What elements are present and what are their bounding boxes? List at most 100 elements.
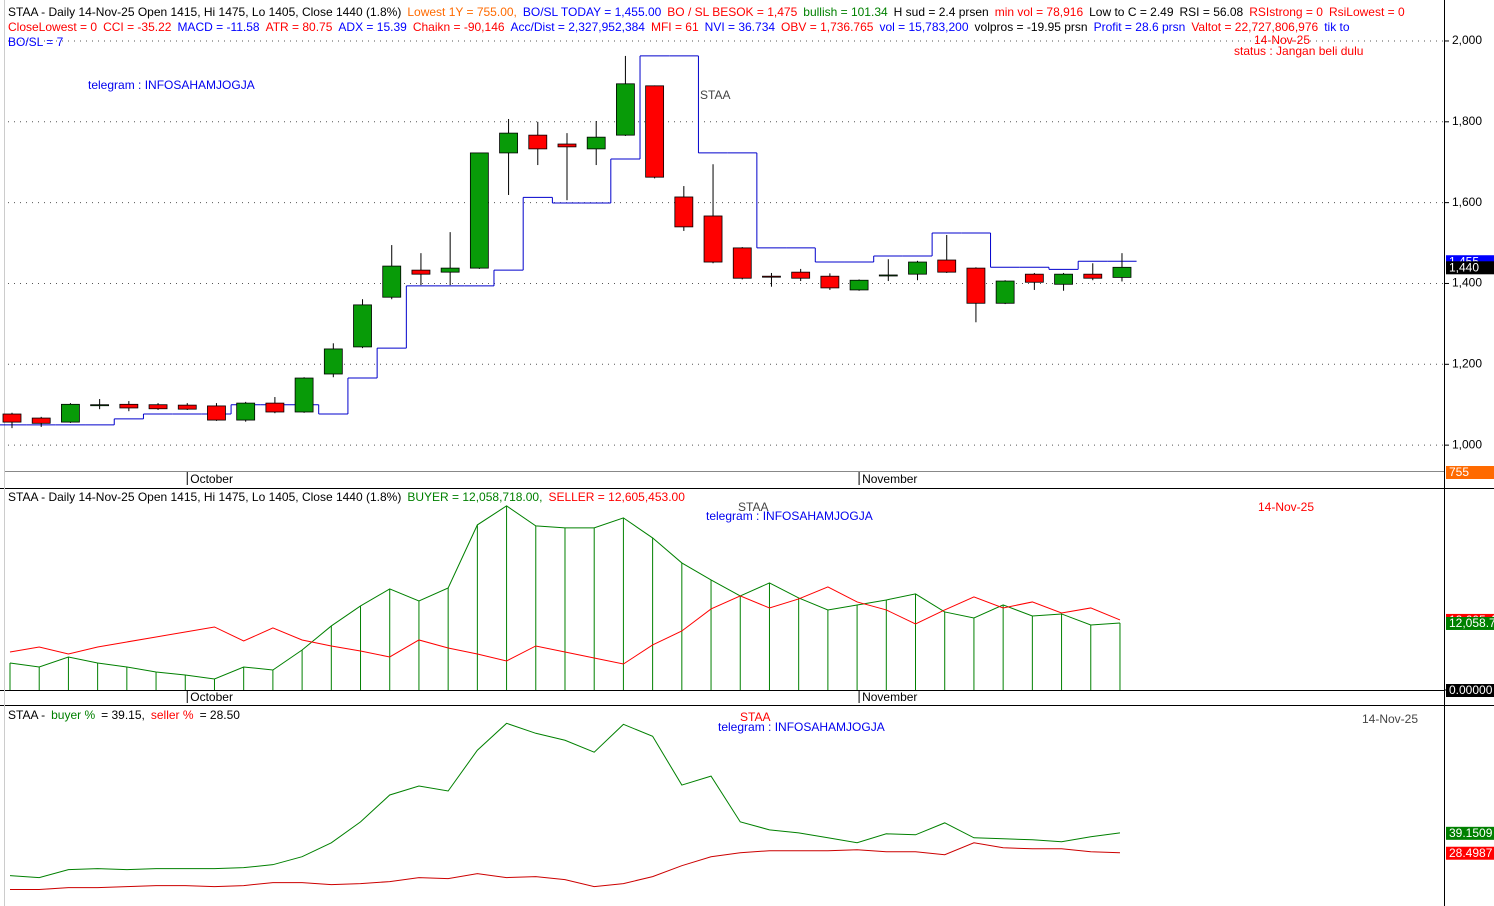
candle-body <box>294 377 314 413</box>
x-tick-label: October <box>190 472 233 486</box>
x-tick-label: November <box>862 690 917 704</box>
candle-body <box>791 271 811 279</box>
y-tick-label: 0.00000 <box>1449 683 1493 697</box>
header-item: OBV = 1,736.765 <box>781 20 874 34</box>
header-item: RsiLowest = 0 <box>1329 5 1405 19</box>
annotation: 14-Nov-25 <box>1254 33 1310 47</box>
candle-body <box>353 304 372 348</box>
candle-body <box>61 403 80 423</box>
annotation: STAA <box>700 88 730 102</box>
x-tick-label: November <box>862 472 917 486</box>
header-item: RSI = 56.08 <box>1180 5 1244 19</box>
candle-body <box>966 267 986 304</box>
candle-body <box>1054 273 1073 285</box>
header-item: BO / SL BESOK = 1,475 <box>667 5 797 19</box>
candle-body <box>908 261 927 275</box>
header-item: CCI = -35.22 <box>103 20 172 34</box>
candle-body <box>148 404 168 410</box>
candle-body <box>995 280 1015 304</box>
header-item: vol = 15,783,200 <box>879 20 968 34</box>
candle-body <box>469 152 489 269</box>
header-item: bullish = 101.34 <box>803 5 888 19</box>
annotation: telegram : INFOSAHAMJOGJA <box>706 509 873 523</box>
header-item: Acc/Dist = 2,327,952,384 <box>511 20 646 34</box>
candle-body <box>323 348 343 375</box>
header-line: STAA - Daily 14-Nov-25 Open 1415, Hi 147… <box>8 490 685 504</box>
header-item: STAA - Daily 14-Nov-25 Open 1415, Hi 147… <box>8 490 401 504</box>
candle-body <box>119 403 139 409</box>
header-item: NVI = 36.734 <box>705 20 776 34</box>
marker-bg <box>1446 826 1494 840</box>
marker-label: 1,440 <box>1449 260 1479 274</box>
marker-bg <box>1446 616 1494 630</box>
y-tick-label: 1,000 <box>1452 437 1482 451</box>
y-tick-label: 1,400 <box>1452 276 1482 290</box>
marker-bg <box>1446 261 1494 275</box>
header-item: ATR = 80.75 <box>266 20 333 34</box>
candle-body <box>265 402 285 413</box>
annotation: 14-Nov-25 <box>1258 500 1314 514</box>
header-item: STAA - Daily 14-Nov-25 Open 1415, Hi 147… <box>8 5 401 19</box>
candle-body <box>236 402 256 421</box>
header-item: Low to C = 2.49 <box>1089 5 1174 19</box>
header-item: = 39.15, <box>101 708 145 722</box>
candle-body <box>616 83 635 136</box>
candle-body <box>411 269 431 275</box>
candle-body <box>1112 266 1132 278</box>
candle-body <box>499 132 518 154</box>
header-item: BO/SL TODAY = 1,455.00 <box>523 5 662 19</box>
candle-body <box>177 404 197 410</box>
header-item: ADX = 15.39 <box>338 20 407 34</box>
header-item: SELLER = 12,605,453.00 <box>548 490 685 504</box>
tick-label-bg <box>1446 684 1494 697</box>
candle-body <box>674 196 694 228</box>
header-item: buyer % <box>51 708 95 722</box>
candle-body <box>849 279 869 291</box>
marker-label: 39.1509 <box>1449 826 1493 840</box>
header-item: volpros = -19.95 prsn <box>975 20 1088 34</box>
candle-body <box>440 267 460 273</box>
header-item: Lowest 1Y = 755.00, <box>407 5 517 19</box>
header-item: BUYER = 12,058,718.00, <box>407 490 542 504</box>
candle-body <box>762 275 781 278</box>
candle-body <box>90 404 110 407</box>
header-item: Chaikn = -90,146 <box>413 20 505 34</box>
header-item: STAA - <box>8 708 45 722</box>
header-item: CloseLowest = 0 <box>8 20 97 34</box>
header-item: = 28.50 <box>200 708 241 722</box>
header-item: RSIstrong = 0 <box>1249 5 1323 19</box>
y-tick-label: 1,800 <box>1452 114 1482 128</box>
candle-body <box>207 405 226 421</box>
candle-body <box>382 265 402 298</box>
marker-label: 12,058.7 <box>1449 616 1494 630</box>
header-line: STAA - buyer % = 39.15, seller % = 28.50 <box>8 708 240 722</box>
candle-body <box>937 259 957 273</box>
series-line <box>9 722 1121 879</box>
candle-body <box>557 143 577 148</box>
header-item: BO/SL = 7 <box>8 35 64 49</box>
header-item: MACD = -11.58 <box>177 20 259 34</box>
candle-body <box>586 136 606 150</box>
y-tick-label: 1,200 <box>1452 356 1482 370</box>
series-line <box>10 842 1120 891</box>
annotation: STAA <box>740 710 770 724</box>
candle-body <box>820 275 840 289</box>
candle-body <box>31 417 51 424</box>
candle-body <box>1083 273 1103 279</box>
header-item: tik to <box>1324 20 1350 34</box>
header-line: STAA - Daily 14-Nov-25 Open 1415, Hi 147… <box>8 5 1405 19</box>
annotation: 14-Nov-25 <box>1362 712 1418 726</box>
header-item: MFI = 61 <box>651 20 699 34</box>
marker-label: 755 <box>1449 465 1469 479</box>
annotation: telegram : INFOSAHAMJOGJA <box>718 720 885 734</box>
y-tick-label: 1,600 <box>1452 195 1482 209</box>
y-tick-label: 2,000 <box>1452 33 1482 47</box>
marker-label: 28.4987 <box>1449 846 1493 860</box>
candle-body <box>528 134 548 150</box>
marker-bg <box>1446 846 1494 860</box>
series-line <box>9 505 1121 680</box>
header-item: Valtot = 22,727,806,976 <box>1191 20 1318 34</box>
